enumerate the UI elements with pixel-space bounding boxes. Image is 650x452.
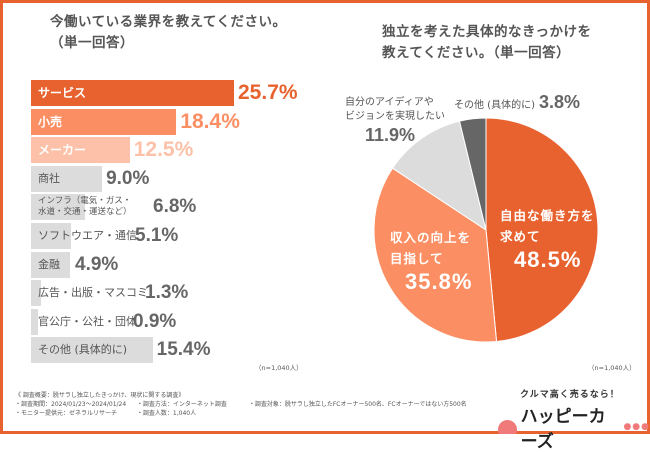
survey-period: ・調査期間：2024/01/23～2024/01/24 xyxy=(15,401,127,408)
survey-provider: ・モニター提供元：ゼネラルリサーチ xyxy=(15,410,118,417)
elephant-icon xyxy=(498,420,517,434)
bar-chart-sample-note: （n=1,040人） xyxy=(255,364,303,372)
bar xyxy=(31,137,130,164)
survey-summary: 《 調査概要：脱サラし独立したきっかけ、現状に関する調査》 ・調査期間：2024… xyxy=(15,391,467,418)
bar-value-label: 12.5% xyxy=(133,138,194,162)
pie-label-income-line2: 目指して xyxy=(390,251,444,266)
bar-category-label: インフラ（電気・ガス・ 水道・交通・運送など） xyxy=(38,196,132,218)
pie-slice-free-work xyxy=(485,117,599,343)
pie-label-vision: 自分のアイディアや ビジョンを実現したい 11.9% xyxy=(345,96,445,146)
logo-brand-name: ハッピーカーズ xyxy=(520,407,606,452)
pie-label-income-line1: 収入の向上を xyxy=(390,230,472,245)
bar-chart-title-line2: （単一回答） xyxy=(50,35,134,51)
bar xyxy=(31,223,72,249)
bar-value-label: 6.8% xyxy=(153,196,197,218)
pie-label-other-text: その他 (具体的に) xyxy=(454,100,535,111)
bar-value-label: 1.3% xyxy=(145,282,189,304)
bar-category-label: サービス xyxy=(38,86,87,100)
bar-category-label: 金融 xyxy=(38,257,60,271)
bar-category-label: 広告・出版・マスコミ xyxy=(38,286,148,300)
bar-value-label: 5.1% xyxy=(135,225,179,246)
bar xyxy=(31,337,153,364)
survey-summary-heading: 《 調査概要：脱サラし独立したきっかけ、現状に関する調査》 xyxy=(15,392,185,399)
survey-target: ・調査対象：脱サラし独立したFCオーナー500名、FCオーナーではない方500名 xyxy=(248,401,467,408)
bar xyxy=(31,308,39,335)
pie-chart-sample-note: （n=1,040人） xyxy=(588,364,636,372)
bar-value-label: 4.9% xyxy=(75,253,119,275)
bar-category-label: 商社 xyxy=(38,171,60,185)
pie-value-income: 35.8% xyxy=(405,269,473,294)
bar-category-label: ソフトウエア・通信 xyxy=(38,229,137,242)
bar-category-label: メーカー xyxy=(38,143,87,158)
bar-value-label: 0.9% xyxy=(133,310,177,332)
pie-label-free-work-line1: 自由な働き方を xyxy=(500,208,595,223)
pie-label-income: 収入の向上を 目指して 35.8% xyxy=(390,227,472,295)
bar xyxy=(31,251,70,278)
pie-chart-title: 独立を考えた具体的なきっかけを 教えてください。（単一回答） xyxy=(382,22,591,64)
pie-label-vision-line2: ビジョンを実現したい xyxy=(345,111,445,122)
bar-chart-title-line1: 今働いている業界を教えてください。 xyxy=(50,14,287,30)
pie-label-free-work-line2: 求めて xyxy=(500,229,541,244)
bar-value-label: 15.4% xyxy=(156,339,211,361)
bar xyxy=(31,165,103,192)
bar-category-label: 官公庁・公社・団体 xyxy=(38,314,137,328)
pie-value-free-work: 48.5% xyxy=(514,247,582,272)
pie-slice-vision xyxy=(391,120,487,232)
bar-value-label: 9.0% xyxy=(106,167,150,189)
bar-category-label: 小売 xyxy=(38,114,63,129)
survey-method: ・調査方法：インターネット調査 xyxy=(136,401,227,408)
survey-count: ・調査人数：1,040人 xyxy=(136,410,197,417)
pie-value-vision: 11.9% xyxy=(365,125,416,145)
bar-chart-title: 今働いている業界を教えてください。 （単一回答） xyxy=(50,12,287,54)
bar-category-label: その他 (具体的に) xyxy=(38,343,128,357)
pie-label-other: その他 (具体的に) 3.8% xyxy=(454,92,581,113)
logo-tagline: クルマ高く売るなら！ xyxy=(520,390,620,400)
pie-slice-other xyxy=(458,117,487,231)
bar xyxy=(31,280,42,307)
bar xyxy=(31,108,177,135)
pie-chart-title-line1: 独立を考えた具体的なきっかけを xyxy=(382,24,592,40)
bar-value-label: 18.4% xyxy=(180,109,240,133)
pie-chart xyxy=(373,117,599,343)
bar xyxy=(31,194,85,221)
pie-label-free-work: サービス 自由な働き方を 求めて 48.5% xyxy=(500,205,595,273)
pie-label-vision-line1: 自分のアイディアや xyxy=(345,97,434,108)
pie-chart-title-line2: 教えてください。（単一回答） xyxy=(382,45,571,61)
pie-slice-income xyxy=(373,167,498,343)
bar xyxy=(31,80,234,106)
bar-value-label: 25.7% xyxy=(238,81,298,104)
logo-dots: ●●● xyxy=(623,422,650,432)
happy-cars-logo: クルマ高く売るなら！ ハッピーカーズ ●●● xyxy=(498,387,650,452)
pie-value-other: 3.8% xyxy=(538,92,581,112)
